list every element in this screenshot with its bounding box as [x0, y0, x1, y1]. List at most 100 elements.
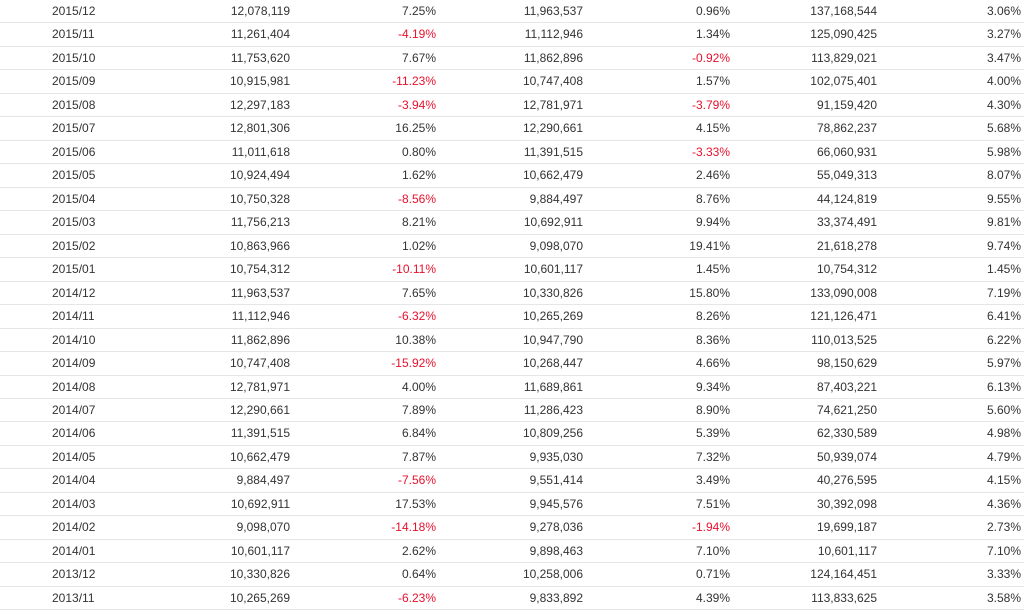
cumulative-change-cell: 5.98% [986, 144, 1021, 159]
value-cell: 10,750,328 [229, 191, 290, 206]
value-cell: 12,801,306 [229, 121, 290, 136]
period-cell: 2014/08 [52, 379, 96, 394]
table-row: 2015/12 12,078,119 7.25% 11,963,537 0.96% 137… [0, 0, 1024, 24]
period-cell: 2014/09 [52, 356, 96, 371]
cumulative-change-cell: 6.41% [986, 309, 1021, 324]
table-row: 2014/10 11,862,896 10.38% 10,947,790 8.36% 11… [0, 329, 1024, 353]
prev-change-cell: -3.79% [691, 97, 730, 112]
cumulative-change-cell: 7.10% [986, 543, 1021, 558]
prev-change-cell: 3.49% [695, 473, 730, 488]
prev-value-cell: 12,781,971 [522, 97, 583, 112]
cumulative-cell: 121,126,471 [810, 309, 877, 324]
cumulative-cell: 19,699,187 [816, 520, 877, 535]
change-cell: -4.19% [397, 27, 436, 42]
prev-value-cell: 10,747,408 [522, 74, 583, 89]
value-cell: 11,753,620 [230, 50, 290, 65]
cumulative-change-cell: 4.36% [986, 496, 1021, 511]
change-cell: 8.21% [401, 215, 436, 230]
cumulative-change-cell: 2.73% [986, 520, 1021, 535]
table-row: 2015/10 11,753,620 7.67% 11,862,896 -0.92% 11… [0, 47, 1024, 71]
change-cell: 0.64% [401, 567, 436, 582]
cumulative-change-cell: 4.79% [986, 449, 1021, 464]
period-cell: 2015/02 [52, 238, 96, 253]
cumulative-change-cell: 1.45% [986, 262, 1021, 277]
prev-value-cell: 11,391,515 [523, 144, 583, 159]
table-row: 2014/03 10,692,911 17.53% 9,945,576 7.51% 30,… [0, 493, 1024, 517]
cumulative-change-cell: 6.22% [986, 332, 1021, 347]
change-cell: 16.25% [395, 121, 436, 136]
cumulative-change-cell: 6.13% [986, 379, 1021, 394]
prev-value-cell: 10,662,479 [522, 168, 583, 183]
prev-change-cell: 1.45% [695, 262, 730, 277]
cumulative-change-cell: 5.68% [986, 121, 1021, 136]
prev-change-cell: 9.34% [695, 379, 730, 394]
prev-value-cell: 9,935,030 [529, 449, 583, 464]
table-row: 2015/08 12,297,183 -3.94% 12,781,971 -3.79% 9… [0, 94, 1024, 118]
period-cell: 2014/03 [52, 496, 96, 511]
cumulative-cell: 44,124,819 [816, 191, 877, 206]
prev-value-cell: 9,278,036 [529, 520, 583, 535]
prev-value-cell: 10,330,826 [522, 285, 583, 300]
table-row: 2014/05 10,662,479 7.87% 9,935,030 7.32% 50,9… [0, 446, 1024, 470]
value-cell: 12,297,183 [229, 97, 290, 112]
change-cell: -8.56% [397, 191, 436, 206]
prev-change-cell: 5.39% [695, 426, 730, 441]
value-cell: 10,863,966 [229, 238, 290, 253]
prev-change-cell: 0.71% [695, 567, 730, 582]
prev-value-cell: 10,265,269 [522, 309, 583, 324]
cumulative-cell: 110,013,525 [811, 332, 877, 347]
period-cell: 2014/01 [52, 543, 96, 558]
prev-change-cell: 8.36% [695, 332, 730, 347]
change-cell: 0.80% [401, 144, 436, 159]
change-cell: 7.65% [401, 285, 436, 300]
period-cell: 2014/12 [52, 285, 96, 300]
value-cell: 10,330,826 [229, 567, 290, 582]
prev-change-cell: 9.94% [695, 215, 730, 230]
table-row: 2015/02 10,863,966 1.02% 9,098,070 19.41% 21,… [0, 235, 1024, 259]
table-row: 2014/01 10,601,117 2.62% 9,898,463 7.10% 10,6… [0, 540, 1024, 564]
table-row: 2014/06 11,391,515 6.84% 10,809,256 5.39% 62,… [0, 422, 1024, 446]
prev-value-cell: 10,809,256 [522, 426, 583, 441]
prev-value-cell: 11,689,861 [523, 379, 583, 394]
period-cell: 2015/08 [52, 97, 96, 112]
period-cell: 2015/12 [52, 4, 96, 18]
change-cell: -11.23% [392, 74, 436, 89]
change-cell: 10.38% [395, 332, 436, 347]
cumulative-cell: 98,150,629 [816, 356, 877, 371]
cumulative-cell: 30,392,098 [816, 496, 877, 511]
period-cell: 2014/05 [52, 449, 96, 464]
table-row: 2015/01 10,754,312 -10.11% 10,601,117 1.45% 1… [0, 258, 1024, 282]
period-cell: 2015/09 [52, 74, 96, 89]
period-cell: 2014/07 [52, 402, 96, 417]
table-row: 2014/04 9,884,497 -7.56% 9,551,414 3.49% 40,2… [0, 469, 1024, 493]
value-cell: 10,924,494 [229, 168, 290, 183]
value-cell: 11,963,537 [230, 285, 290, 300]
cumulative-cell: 10,754,312 [816, 262, 877, 277]
prev-change-cell: 4.66% [695, 356, 730, 371]
table-row: 2015/04 10,750,328 -8.56% 9,884,497 8.76% 44,… [0, 188, 1024, 212]
prev-value-cell: 11,963,537 [523, 4, 583, 18]
period-cell: 2014/10 [52, 332, 96, 347]
table-row: 2015/03 11,756,213 8.21% 10,692,911 9.94% 33,… [0, 211, 1024, 235]
prev-value-cell: 9,551,414 [529, 473, 583, 488]
cumulative-change-cell: 3.47% [986, 50, 1021, 65]
change-cell: -7.56% [397, 473, 436, 488]
prev-change-cell: 1.57% [695, 74, 730, 89]
cumulative-change-cell: 5.60% [986, 402, 1021, 417]
prev-change-cell: 15.80% [689, 285, 730, 300]
table-row: 2015/05 10,924,494 1.62% 10,662,479 2.46% 55,… [0, 164, 1024, 188]
cumulative-cell: 102,075,401 [810, 74, 877, 89]
cumulative-change-cell: 3.06% [986, 4, 1021, 18]
change-cell: 6.84% [401, 426, 436, 441]
value-cell: 10,265,269 [229, 590, 290, 605]
period-cell: 2014/02 [52, 520, 96, 535]
change-cell: 7.89% [401, 402, 436, 417]
table-row: 2014/02 9,098,070 -14.18% 9,278,036 -1.94% 19… [0, 516, 1024, 540]
value-cell: 11,391,515 [230, 426, 290, 441]
cumulative-cell: 113,829,021 [811, 50, 877, 65]
cumulative-cell: 74,621,250 [816, 402, 877, 417]
prev-value-cell: 11,862,896 [523, 50, 583, 65]
period-cell: 2014/06 [52, 426, 96, 441]
period-cell: 2015/10 [52, 50, 96, 65]
prev-change-cell: 4.39% [695, 590, 730, 605]
